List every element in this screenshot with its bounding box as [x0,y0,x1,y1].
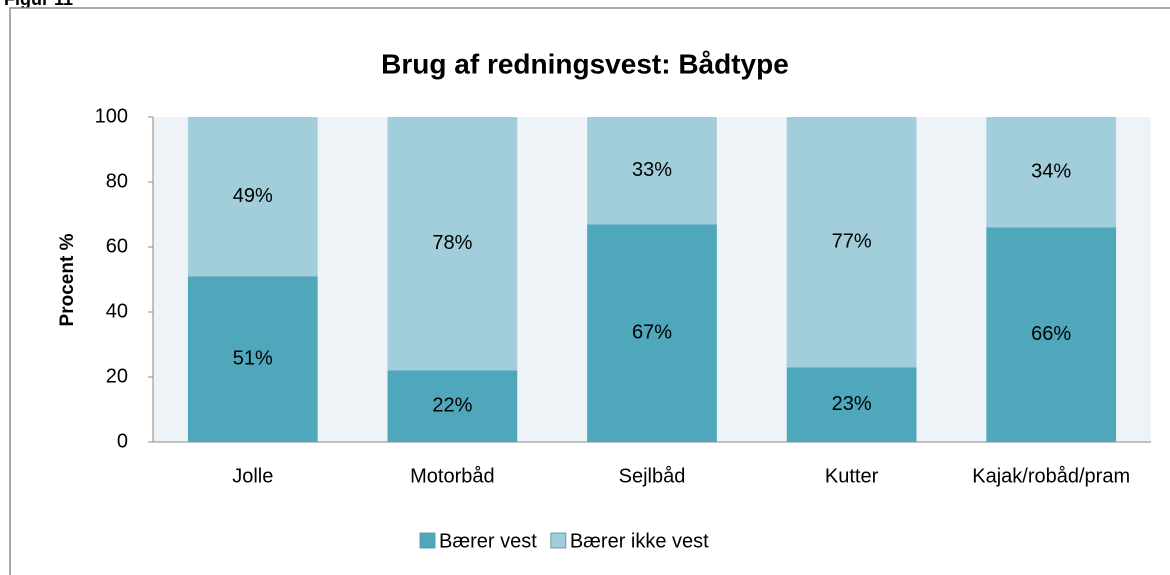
data-label: 77% [832,230,872,252]
bar-segment [587,117,717,225]
y-tick-label: 100 [95,105,128,127]
data-label: 67% [632,321,672,343]
figure-label: Figur 11 [4,0,73,9]
x-tick-label: Kajak/robåd/pram [972,465,1130,487]
data-label: 34% [1031,161,1071,183]
bar-segment [786,367,917,442]
bar-segment [986,227,1117,442]
y-tick-label: 40 [106,300,128,322]
data-label: 49% [233,185,273,207]
legend-swatch [419,532,436,549]
x-tick-label: Sejlbåd [619,465,686,487]
bar-segment [387,370,518,442]
x-tick-label: Jolle [232,465,273,487]
chart-title: Brug af redningsvest: Bådtype [381,48,789,79]
data-label: 66% [1031,323,1071,345]
y-tick-label: 0 [117,430,128,452]
y-tick-label: 60 [106,235,128,257]
bar-segment [387,117,518,371]
y-tick-label: 80 [106,170,128,192]
data-label: 51% [233,347,273,369]
data-label: 78% [432,232,472,254]
bar-segment [187,276,318,442]
legend-label: Bærer ikke vest [570,530,709,552]
x-tick-label: Kutter [825,465,879,487]
legend-swatch [550,532,567,549]
bar-segment [786,117,917,368]
data-label: 22% [432,395,472,417]
y-tick-label: 20 [106,365,128,387]
bar-segment [587,224,717,442]
legend-label: Bærer vest [439,530,537,552]
data-label: 23% [832,393,872,415]
data-label: 33% [632,159,672,181]
bar-segment [187,117,318,277]
bar-segment [986,117,1117,228]
y-axis-label: Procent % [57,233,78,326]
x-tick-label: Motorbåd [410,465,495,487]
